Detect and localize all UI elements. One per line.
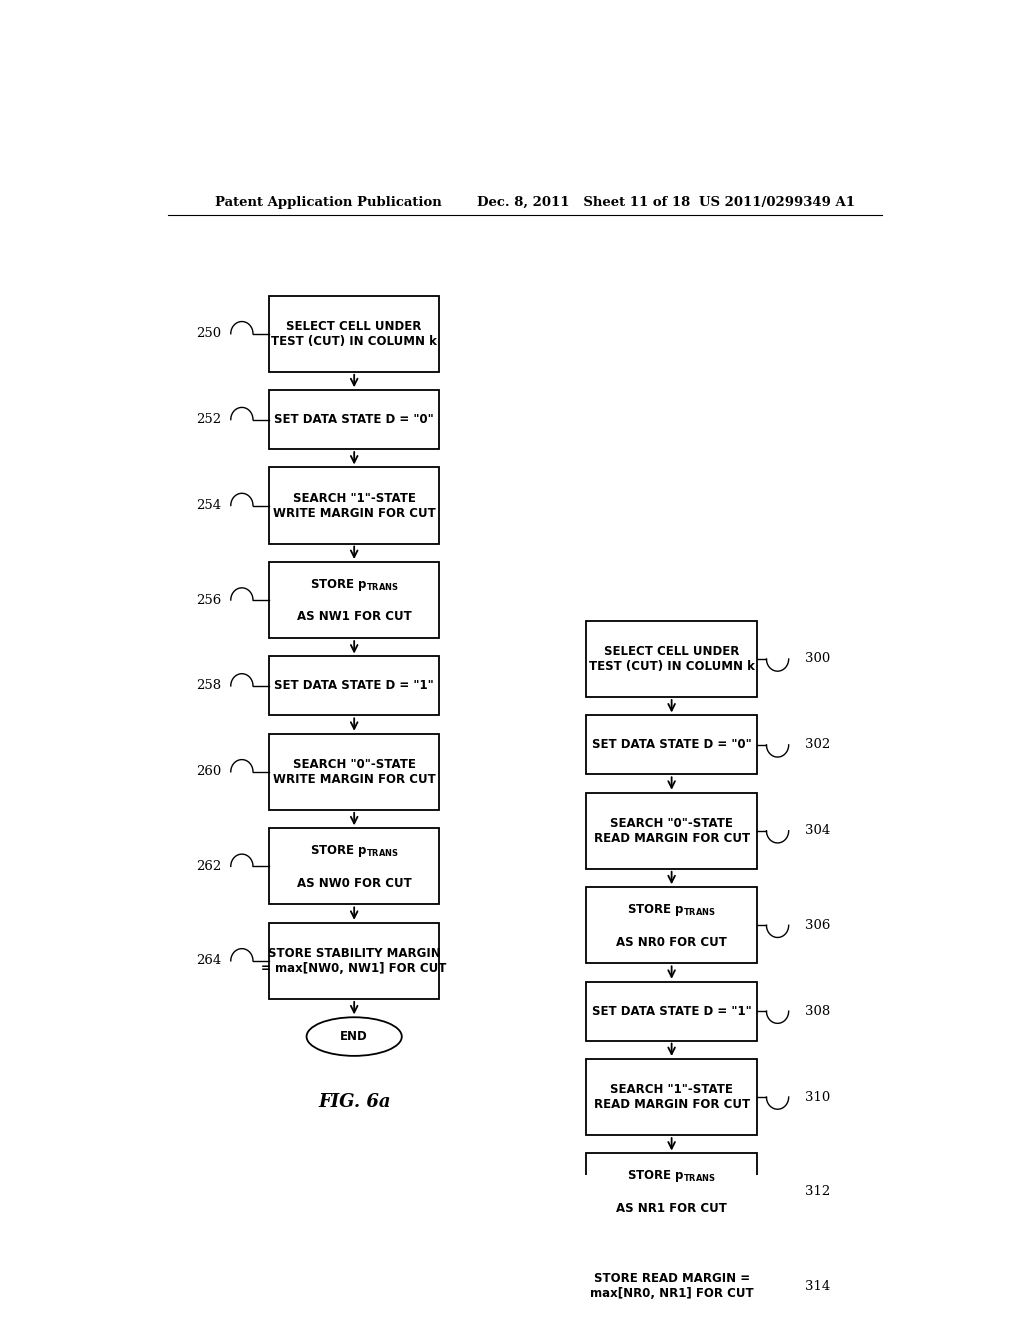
Text: AS NW1 FOR CUT: AS NW1 FOR CUT <box>297 610 412 623</box>
Text: US 2011/0299349 A1: US 2011/0299349 A1 <box>699 195 855 209</box>
Text: 256: 256 <box>196 594 221 606</box>
Text: 302: 302 <box>805 738 829 751</box>
FancyBboxPatch shape <box>269 467 439 544</box>
Text: 262: 262 <box>196 859 221 873</box>
Text: 254: 254 <box>197 499 221 512</box>
Text: FIG. 6a: FIG. 6a <box>317 1093 390 1110</box>
FancyBboxPatch shape <box>269 391 439 449</box>
FancyBboxPatch shape <box>269 562 439 638</box>
Text: 252: 252 <box>197 413 221 426</box>
Text: 308: 308 <box>805 1005 829 1018</box>
Text: STORE STABILITY MARGIN
= max[NW0, NW1] FOR CUT: STORE STABILITY MARGIN = max[NW0, NW1] F… <box>261 946 446 975</box>
FancyBboxPatch shape <box>587 620 757 697</box>
FancyBboxPatch shape <box>269 656 439 715</box>
Text: SEARCH "0"-STATE
WRITE MARGIN FOR CUT: SEARCH "0"-STATE WRITE MARGIN FOR CUT <box>272 758 435 785</box>
Text: AS NR0 FOR CUT: AS NR0 FOR CUT <box>616 936 727 949</box>
FancyBboxPatch shape <box>269 923 439 999</box>
Text: SELECT CELL UNDER
TEST (CUT) IN COLUMN k: SELECT CELL UNDER TEST (CUT) IN COLUMN k <box>271 319 437 347</box>
Text: 260: 260 <box>196 766 221 779</box>
Text: 304: 304 <box>805 824 829 837</box>
Text: 300: 300 <box>805 652 829 665</box>
Text: 306: 306 <box>805 919 829 932</box>
Ellipse shape <box>306 1018 401 1056</box>
Text: SEARCH "1"-STATE
READ MARGIN FOR CUT: SEARCH "1"-STATE READ MARGIN FOR CUT <box>594 1082 750 1111</box>
Text: SET DATA STATE D = "1": SET DATA STATE D = "1" <box>592 1005 752 1018</box>
Text: STORE $\mathbf{p}_{\mathbf{TRANS}}$: STORE $\mathbf{p}_{\mathbf{TRANS}}$ <box>310 843 398 859</box>
Text: 250: 250 <box>197 327 221 341</box>
FancyBboxPatch shape <box>269 734 439 810</box>
Text: 264: 264 <box>196 954 221 968</box>
Text: AS NR1 FOR CUT: AS NR1 FOR CUT <box>616 1201 727 1214</box>
FancyBboxPatch shape <box>587 1247 757 1320</box>
Text: STORE $\mathbf{p}_{\mathbf{TRANS}}$: STORE $\mathbf{p}_{\mathbf{TRANS}}$ <box>310 577 398 593</box>
Text: SET DATA STATE D = "0": SET DATA STATE D = "0" <box>592 738 752 751</box>
Text: STORE READ MARGIN =
max[NR0, NR1] FOR CUT: STORE READ MARGIN = max[NR0, NR1] FOR CU… <box>590 1272 754 1300</box>
Text: Patent Application Publication: Patent Application Publication <box>215 195 442 209</box>
Text: 310: 310 <box>805 1090 829 1104</box>
Text: SELECT CELL UNDER
TEST (CUT) IN COLUMN k: SELECT CELL UNDER TEST (CUT) IN COLUMN k <box>589 645 755 673</box>
Text: SEARCH "1"-STATE
WRITE MARGIN FOR CUT: SEARCH "1"-STATE WRITE MARGIN FOR CUT <box>272 491 435 520</box>
Text: 312: 312 <box>805 1185 829 1199</box>
Text: 258: 258 <box>197 680 221 693</box>
Text: STORE $\mathbf{p}_{\mathbf{TRANS}}$: STORE $\mathbf{p}_{\mathbf{TRANS}}$ <box>628 1168 716 1184</box>
Text: SET DATA STATE D = "0": SET DATA STATE D = "0" <box>274 413 434 426</box>
FancyBboxPatch shape <box>587 1059 757 1135</box>
Text: 314: 314 <box>805 1279 829 1292</box>
Text: Dec. 8, 2011   Sheet 11 of 18: Dec. 8, 2011 Sheet 11 of 18 <box>477 195 690 209</box>
Text: AS NW0 FOR CUT: AS NW0 FOR CUT <box>297 876 412 890</box>
FancyBboxPatch shape <box>269 296 439 372</box>
FancyBboxPatch shape <box>587 982 757 1040</box>
FancyBboxPatch shape <box>587 715 757 775</box>
FancyBboxPatch shape <box>269 828 439 904</box>
Text: SET DATA STATE D = "1": SET DATA STATE D = "1" <box>274 680 434 693</box>
Text: END: END <box>340 1030 368 1043</box>
FancyBboxPatch shape <box>587 1154 757 1230</box>
FancyBboxPatch shape <box>587 792 757 869</box>
FancyBboxPatch shape <box>587 887 757 964</box>
Text: SEARCH "0"-STATE
READ MARGIN FOR CUT: SEARCH "0"-STATE READ MARGIN FOR CUT <box>594 817 750 845</box>
Text: STORE $\mathbf{p}_{\mathbf{TRANS}}$: STORE $\mathbf{p}_{\mathbf{TRANS}}$ <box>628 902 716 917</box>
